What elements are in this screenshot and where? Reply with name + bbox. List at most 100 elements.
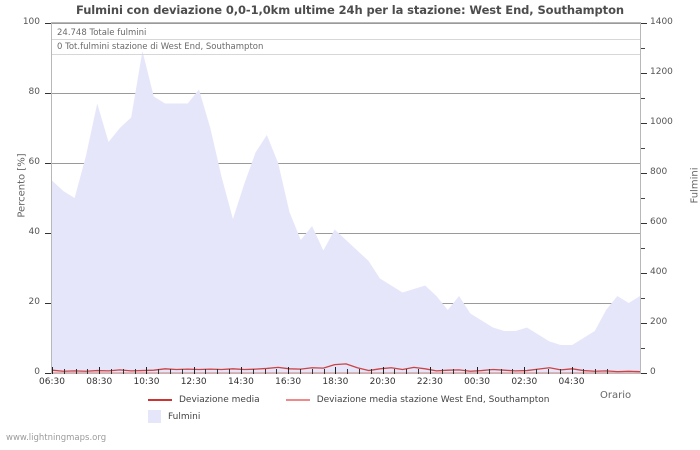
y-axis-right-minor-tick [641,48,645,49]
y-axis-right-minor-tick [641,198,645,199]
x-axis-tick-mark [524,367,526,374]
x-axis-minor-tick [63,369,65,374]
y-axis-right-tick-mark [641,273,647,274]
y-axis-left-tick-label: 40 [28,227,40,237]
x-axis-tick-mark [382,367,384,374]
x-axis-tick-label: 18:30 [322,377,349,387]
x-axis-tick-label: 08:30 [86,377,113,387]
x-axis-minor-tick [595,369,597,374]
annotation-station-strikes: 0 Tot.fulmini stazione di West End, Sout… [57,42,264,52]
x-axis-tick-label: 10:30 [133,377,160,387]
y-axis-right-label: Fulmini [689,167,700,204]
x-axis-tick-mark [52,367,53,374]
x-axis-minor-tick [465,369,467,374]
x-axis-minor-tick [217,369,219,374]
x-axis-minor-tick [370,369,372,374]
y-axis-left-label: Percento [%] [16,153,28,218]
y-axis-right-tick-mark [641,73,647,74]
x-axis-minor-tick [252,369,254,374]
x-axis-minor-tick [358,369,360,374]
legend-row: Deviazione media Deviazione media stazion… [148,394,550,405]
legend-deviazione-media-stazione[interactable]: Deviazione media stazione West End, Sout… [285,395,550,405]
x-axis-minor-tick [347,369,349,374]
x-axis-tick-mark [477,367,479,374]
x-axis-minor-tick [276,369,278,374]
series-area-fulmini [52,51,640,373]
series-line-deviazione-media [52,363,640,373]
y-axis-right-tick-label: 200 [650,317,668,327]
x-axis-minor-tick [406,369,408,374]
x-axis-minor-tick [87,369,89,374]
x-axis-tick-label: 06:30 [39,377,65,387]
x-axis-minor-tick [418,369,420,374]
y-axis-left-tick-label: 0 [34,367,40,377]
x-axis-tick-mark [335,367,337,374]
x-axis-minor-tick [606,369,608,374]
x-axis-minor-tick [134,369,136,374]
x-axis-minor-tick [205,369,207,374]
x-axis-minor-tick [323,369,325,374]
y-axis-right-minor-tick [641,348,645,349]
annotation-total-strikes: 24.748 Totale fulmini [57,28,147,38]
x-axis-tick-mark [146,367,148,374]
legend-area-swatch-icon [148,410,161,423]
legend-row: Fulmini [148,410,200,426]
y-axis-left-tick-label: 60 [28,157,40,167]
plot-svg [52,23,640,373]
y-axis-right-minor-tick [641,248,645,249]
y-axis-left-tick-label: 20 [28,297,40,307]
y-axis-left-tick-mark [45,373,51,374]
x-axis-minor-tick [583,369,585,374]
x-axis-tick-label: 20:30 [369,377,396,387]
legend-fulmini[interactable]: Fulmini [148,410,200,423]
y-axis-right-tick-label: 1200 [650,67,673,77]
x-axis-minor-tick [441,369,443,374]
x-axis-minor-tick [559,369,561,374]
y-axis-right-minor-tick [641,148,645,149]
x-axis-minor-tick [500,369,502,374]
x-axis-tick-label: 12:30 [180,377,207,387]
x-axis-tick-mark [193,367,195,374]
x-axis-minor-tick [75,369,77,374]
x-axis-minor-tick [453,369,455,374]
y-axis-right-tick-mark [641,373,647,374]
y-axis-right-tick-label: 0 [650,367,656,377]
y-axis-left-tick-mark [45,163,51,164]
x-axis-minor-tick [264,369,266,374]
legend-deviazione-media[interactable]: Deviazione media [148,395,260,405]
legend-label: Deviazione media [179,395,260,405]
x-axis-tick-label: 22:30 [416,377,443,387]
y-axis-left-tick-mark [45,23,51,24]
x-axis-minor-tick [158,369,160,374]
y-axis-right-tick-mark [641,23,647,24]
x-axis-minor-tick [181,369,183,374]
x-axis-minor-tick [229,369,231,374]
y-axis-right-tick-label: 600 [650,217,668,227]
x-axis-minor-tick [547,369,549,374]
x-axis-minor-tick [311,369,313,374]
y-axis-right-tick-mark [641,223,647,224]
x-axis-minor-tick [536,369,538,374]
y-axis-right-tick-mark [641,123,647,124]
footer-watermark: www.lightningmaps.org [6,433,107,443]
x-axis-tick-label: 00:30 [464,377,491,387]
x-axis-minor-tick [122,369,124,374]
y-axis-right-minor-tick [641,98,645,99]
x-axis-tick-label: 14:30 [227,377,254,387]
y-axis-right-tick-label: 800 [650,167,668,177]
legend-line-swatch-icon [285,399,310,401]
x-axis-tick-label: 16:30 [275,377,302,387]
x-axis-tick-mark [99,367,101,374]
y-axis-right-tick-label: 400 [650,267,668,277]
y-axis-right-tick-label: 1000 [650,117,673,127]
legend-line-swatch-icon [148,399,172,401]
plot-area: 24.748 Totale fulmini 0 Tot.fulmini staz… [51,22,641,374]
x-axis-minor-tick [488,369,490,374]
annotation-rule-1 [52,39,640,40]
x-axis-tick-label: 04:30 [558,377,585,387]
x-axis-minor-tick [394,369,396,374]
y-axis-right-minor-tick [641,298,645,299]
y-axis-left-tick-mark [45,303,51,304]
x-axis-label: Orario [600,390,632,401]
